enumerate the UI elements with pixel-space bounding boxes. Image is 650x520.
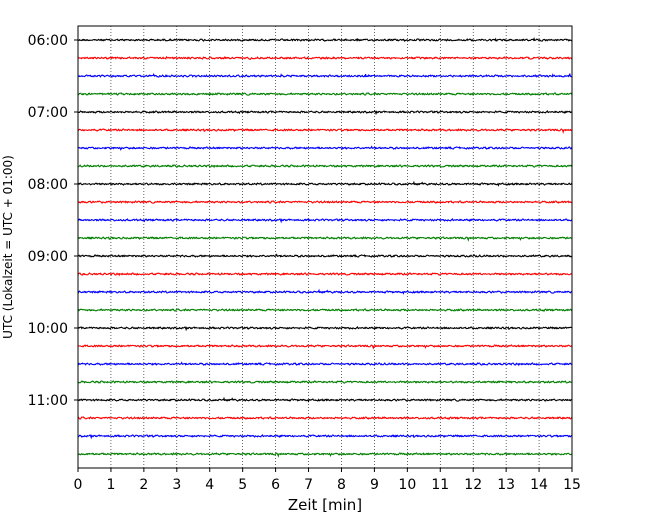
x-tick-label: 5 [238,477,247,493]
x-tick-label: 6 [271,477,280,493]
trace-line [77,308,573,313]
x-tick-label: 12 [464,477,482,493]
trace-line [77,396,573,403]
grid-lines [110,26,540,468]
trace-line [77,452,573,458]
x-tick-label: 0 [74,477,83,493]
trace-line [77,344,573,350]
x-axis-label: Zeit [min] [288,496,362,514]
trace-line [77,55,573,61]
x-tick-label: 11 [431,477,449,493]
trace-line [77,92,573,96]
x-tick-label: 13 [497,477,515,493]
x-tick-label: 15 [563,477,581,493]
trace-line [77,272,573,277]
y-tick-label: 06:00 [28,33,68,49]
x-tick-label: 8 [337,477,346,493]
x-tick-label: 7 [304,477,313,493]
trace-line [77,164,573,169]
x-tick-label: 3 [172,477,181,493]
y-tick-label: 10:00 [28,321,68,337]
x-tick-label: 2 [139,477,148,493]
trace-line [77,109,573,116]
y-tick-label: 09:00 [28,249,68,265]
trace-line [77,37,573,42]
trace-line [77,380,573,384]
trace-line [77,145,573,151]
plot-frame [77,25,573,469]
trace-line [77,288,573,295]
trace-line [77,416,573,421]
y-axis-label: UTC (Lokalzeit = UTC + 01:00) [1,155,15,339]
trace-line [77,200,573,204]
x-tick-label: 14 [530,477,548,493]
trace-line [77,361,573,367]
trace-line [77,434,573,440]
trace-line [77,180,573,187]
trace-line [77,326,573,332]
y-axis: 06:00 07:00 08:00 09:00 10:00 11:00 [28,33,78,409]
trace-line [77,218,573,224]
trace-line [77,236,573,242]
x-axis: 0 1 2 3 4 5 6 7 8 9 10 11 12 13 14 15 [74,468,581,493]
trace-line [77,253,573,258]
x-tick-label: 1 [106,477,115,493]
x-tick-label: 9 [370,477,379,493]
y-tick-label: 11:00 [28,393,68,409]
y-tick-label: 07:00 [28,105,68,121]
x-tick-label: 4 [205,477,214,493]
trace-line [77,128,573,134]
x-tick-label: 10 [398,477,416,493]
y-tick-label: 08:00 [28,177,68,193]
trace-lines [77,37,573,458]
trace-line [77,72,573,78]
